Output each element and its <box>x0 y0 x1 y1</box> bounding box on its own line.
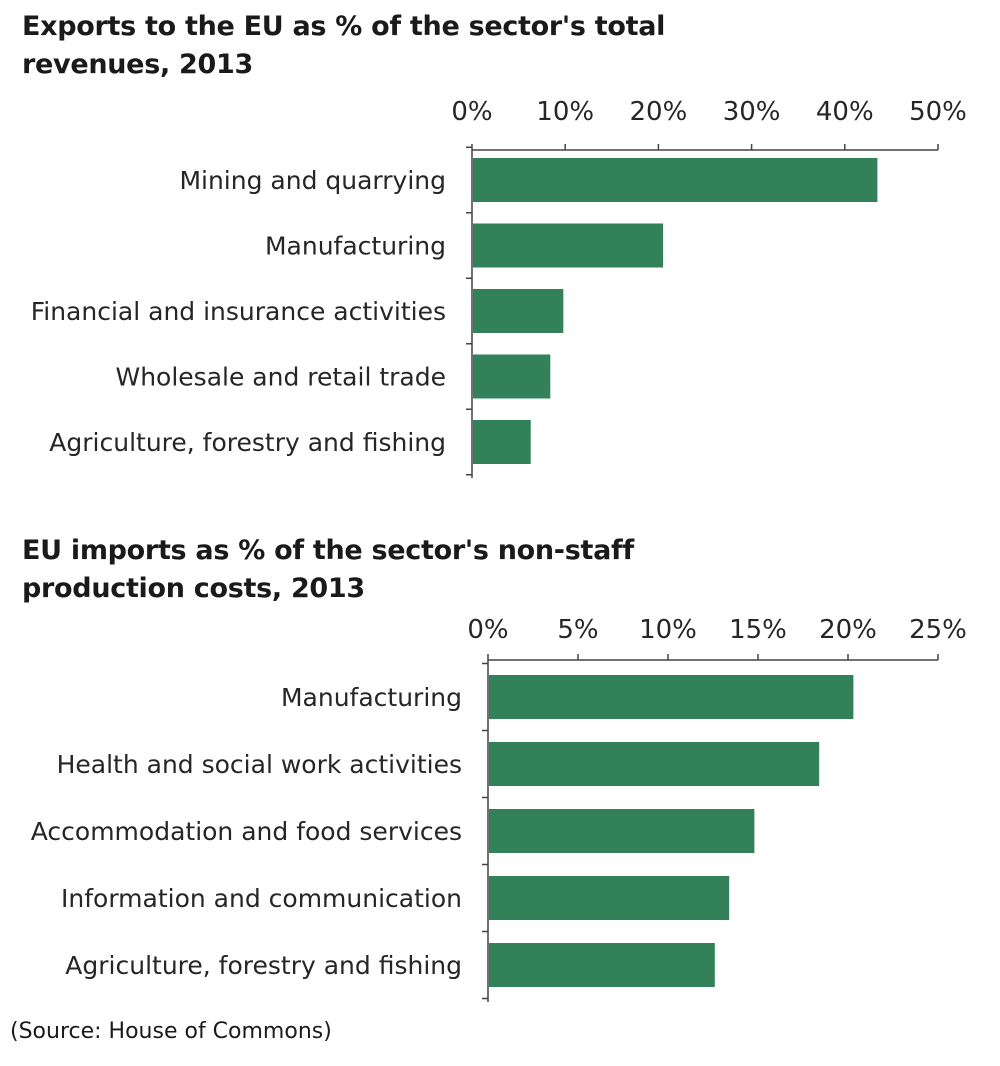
bar <box>489 742 820 786</box>
x-tick-label: 50% <box>909 97 967 127</box>
bar <box>473 420 531 464</box>
category-label: Manufacturing <box>265 232 446 261</box>
x-tick-label: 15% <box>729 615 787 645</box>
category-label: Health and social work activities <box>57 750 462 779</box>
bar <box>489 809 755 853</box>
x-tick-label: 25% <box>909 615 967 645</box>
chart-2-title: EU imports as % of the sector's non-staf… <box>22 535 634 604</box>
category-label: Financial and insurance activities <box>31 297 446 326</box>
bar <box>473 223 664 268</box>
bar <box>489 876 730 920</box>
bar <box>473 289 564 333</box>
source-note: (Source: House of Commons) <box>10 1019 332 1044</box>
category-label: Mining and quarrying <box>179 166 446 195</box>
category-label: Agriculture, forestry and fishing <box>49 428 446 457</box>
x-tick-label: 10% <box>639 615 697 645</box>
category-label: Information and communication <box>61 884 462 913</box>
chart-1-title: Exports to the EU as % of the sector's t… <box>22 11 666 80</box>
x-tick-label: 30% <box>723 97 781 127</box>
bar <box>473 354 551 399</box>
x-tick-label: 0% <box>451 97 492 127</box>
bar <box>473 158 878 202</box>
x-tick-label: 40% <box>816 97 874 127</box>
x-tick-label: 10% <box>536 97 594 127</box>
chart-1-exports: 0% 10% 20% 30% 40% 50% Mining and quarrying Man… <box>31 97 967 478</box>
x-tick-label: 20% <box>819 615 877 645</box>
category-label: Manufacturing <box>281 683 462 712</box>
chart-2-imports: 0% 5% 10% 15% 20% 25% Manufacturing Health and … <box>31 615 967 1002</box>
x-tick-label: 5% <box>557 615 598 645</box>
category-label: Accommodation and food services <box>31 817 462 846</box>
bar <box>489 675 854 719</box>
bar <box>489 943 715 987</box>
x-tick-label: 0% <box>467 615 508 645</box>
category-label: Wholesale and retail trade <box>115 363 446 392</box>
x-tick-label: 20% <box>630 97 688 127</box>
category-label: Agriculture, forestry and fishing <box>65 951 462 980</box>
